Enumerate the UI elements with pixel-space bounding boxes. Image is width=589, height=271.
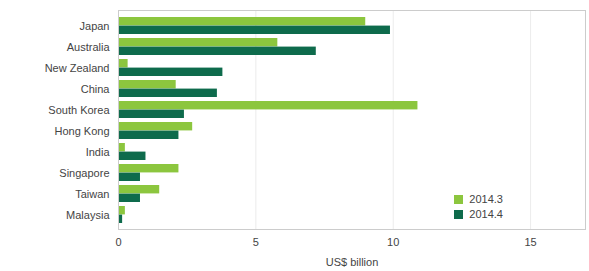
svg-text:South Korea: South Korea	[48, 104, 110, 116]
svg-text:Taiwan: Taiwan	[75, 188, 109, 200]
svg-text:US$ billion: US$ billion	[326, 256, 379, 268]
svg-text:0: 0	[115, 236, 121, 248]
svg-text:India: India	[86, 146, 111, 158]
html-text:2014.3: 2014.3	[469, 193, 503, 205]
svg-text:Singapore: Singapore	[59, 167, 109, 179]
svg-text:China: China	[81, 83, 111, 95]
svg-text:Japan: Japan	[80, 20, 110, 32]
svg-text:Australia: Australia	[67, 41, 111, 53]
svg-text:10: 10	[387, 236, 399, 248]
svg-text:5: 5	[253, 236, 259, 248]
svg-text:Hong Kong: Hong Kong	[54, 125, 109, 137]
svg-text:Malaysia: Malaysia	[66, 209, 110, 221]
svg-text:15: 15	[524, 236, 536, 248]
svg-text:New Zealand: New Zealand	[45, 62, 110, 74]
html-text:2014.4: 2014.4	[469, 208, 503, 220]
